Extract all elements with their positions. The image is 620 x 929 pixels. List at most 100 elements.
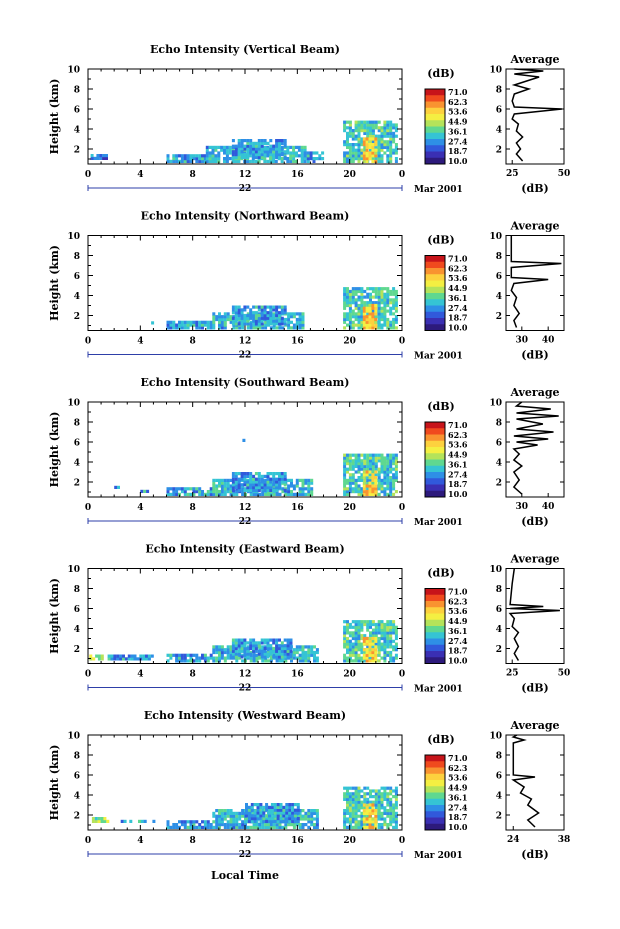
echo-cell [348,134,352,138]
echo-cell [377,797,381,801]
echo-cell [351,820,355,824]
echo-cell [377,126,381,130]
echo-cell [389,622,393,627]
echo-cell [260,153,264,157]
echo-cell [354,470,358,474]
echo-cell [386,453,390,457]
echo-cell [343,315,347,319]
echo-cell [281,490,285,494]
echo-cell [228,145,232,149]
echo-cell [363,792,367,796]
echo-cell [354,656,358,660]
echo-cell [366,797,370,801]
colorbar-tick-label: 71.0 [448,753,468,763]
echo-cell [250,817,254,821]
echo-cell [205,151,209,155]
echo-cell [97,654,101,658]
echo-cell [357,295,361,299]
echo-cell [211,157,215,161]
echo-cell [235,490,239,494]
echo-cell [169,159,173,163]
average-profile-line [508,568,560,661]
echo-cell [394,459,398,463]
echo-cell [374,625,378,629]
echo-cell [253,803,257,807]
echo-cell [348,642,352,646]
echo-cell [357,306,361,310]
echo-cell [374,800,378,804]
echo-cell [357,634,361,638]
colorbar-swatch [425,632,445,639]
echo-cell [218,809,221,813]
echo-cell [286,641,290,645]
echo-cell [371,145,375,149]
echo-cell [246,480,250,484]
echo-cell [203,320,207,324]
echo-cell [377,811,381,815]
echo-cell [214,159,218,163]
echo-cell [257,319,261,323]
echo-cell [243,139,247,143]
echo-cell [348,326,352,330]
colorbar-swatch [425,89,445,96]
echo-cell [226,487,230,491]
average-y-tick-label: 8 [496,86,502,96]
echo-cell [351,151,355,155]
echo-cell [360,143,364,147]
echo-cell [348,487,352,491]
echo-cell [273,819,277,823]
echo-cell [377,303,381,308]
echo-cell [209,487,213,491]
echo-cell [351,137,355,141]
echo-cell [360,642,364,646]
echo-cell [175,487,179,491]
echo-cell [360,620,364,624]
y-tick-label: 6 [74,106,80,116]
echo-cell [307,817,311,821]
echo-cell [392,648,396,652]
echo-cell [369,464,372,468]
echo-cell [346,459,349,463]
echo-cell [276,811,280,815]
echo-cell [380,800,384,804]
echo-cell [363,456,367,460]
echo-cell [241,659,245,663]
echo-cell [266,477,270,481]
echo-cell [266,652,270,656]
echo-cell [365,642,369,646]
echo-cell [255,656,259,660]
echo-cell [383,478,387,482]
echo-cell [374,631,378,635]
echo-cell [260,308,264,312]
echo-cell [229,484,233,488]
colorbar-swatch [425,299,445,306]
echo-cell [377,453,381,457]
echo-cell [371,490,375,494]
echo-cell [292,823,296,827]
echo-cell [116,654,120,658]
echo-cell [392,817,396,821]
echo-cell [136,657,140,661]
echo-cell [362,140,366,144]
echo-cell [231,319,235,323]
echo-cell [354,645,358,649]
echo-cell [392,645,396,649]
echo-cell [383,487,387,491]
echo-cell [383,309,387,313]
echo-cell [394,628,398,632]
echo-cell [363,823,367,827]
echo-cell [377,326,381,330]
echo-cell [257,316,261,320]
echo-cell [357,809,361,813]
echo-cell [389,320,393,324]
echo-cell [145,654,148,658]
echo-cell [386,809,390,813]
echo-cell [374,148,378,152]
echo-cell [201,326,204,330]
echo-cell [205,159,209,163]
echo-cell [354,126,358,130]
echo-cell [269,147,273,151]
echo-cell [346,470,349,474]
x-tick-label: 12 [239,337,252,347]
echo-cell [394,625,398,629]
